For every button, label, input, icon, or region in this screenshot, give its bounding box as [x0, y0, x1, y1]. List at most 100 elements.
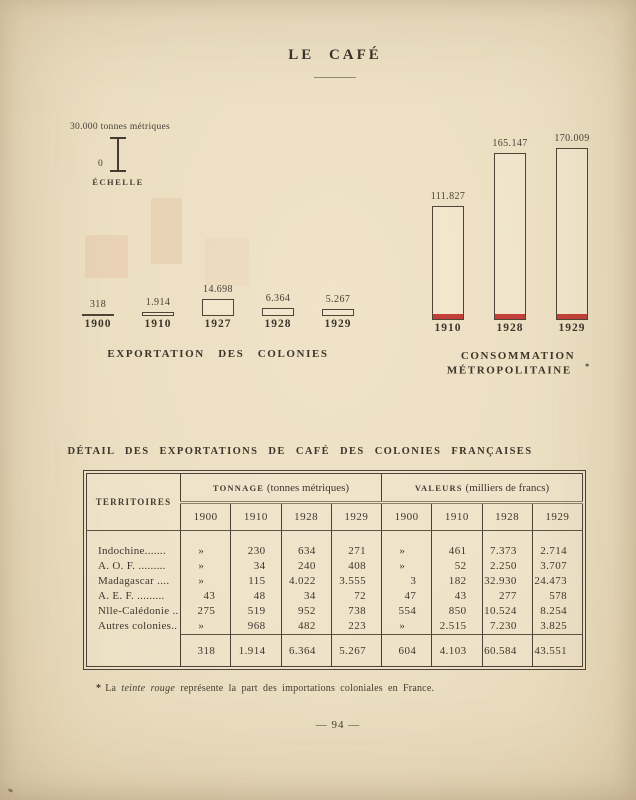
value-cell: 2.714	[531, 530, 583, 559]
bar-value-label: 5.267	[325, 293, 351, 305]
bar	[262, 307, 294, 316]
scale-zero-label: 0	[98, 159, 103, 169]
footnote-marker: *	[96, 683, 102, 694]
scale-caption: ÉCHELLE	[92, 177, 144, 187]
value-cell: 7.373	[481, 530, 533, 559]
value-cell: 4.103	[431, 634, 482, 667]
territory-cell: Indochine.......	[98, 545, 167, 557]
value-cell: 271	[330, 530, 382, 559]
value-cell: »	[179, 530, 231, 559]
territory-cell: Nlle-Calédonie ..	[98, 605, 179, 617]
group-label-unit: (milliers de francs)	[465, 481, 550, 494]
value-cell: 318	[179, 634, 231, 667]
value-cell: 3.825	[531, 619, 583, 635]
bar-group-1910: 111.827 1910	[417, 133, 479, 336]
value-cell: »	[179, 619, 231, 635]
year-header: 1928	[280, 502, 332, 531]
value-cell: 3	[380, 574, 432, 589]
bar-value-label: 14.698	[203, 284, 233, 296]
scale-ibeam-bottom-cap	[110, 170, 126, 172]
table-row: Autres colonies..» 968 482 223» 2.515 7.230 3.…	[87, 619, 583, 635]
footnote-text-italic: teinte rouge	[121, 683, 176, 694]
footnote: * La teinte rouge représente la part des …	[96, 683, 526, 694]
value-cell: 554	[380, 604, 432, 619]
column-group-valeurs: VALEURS (milliers de francs)	[381, 473, 583, 504]
value-cell: 34	[230, 559, 281, 574]
bleedthrough-mark	[151, 198, 182, 264]
value-cell: 1.914	[230, 634, 281, 667]
bar-year-label: 1928	[496, 322, 524, 334]
territory-cell: Autres colonies..	[98, 620, 178, 633]
red-band	[495, 314, 525, 319]
value-cell: 47	[380, 589, 432, 604]
value-cell: 952	[280, 604, 332, 619]
bar	[432, 206, 464, 320]
bar-value-label: 111.827	[430, 191, 466, 203]
chart-caption-text: CONSOMMATION MÉTROPOLITAINE	[446, 350, 576, 377]
table-total-row: 318 1.914 6.364 5.267 604 4.103 60.584 43.551	[87, 634, 583, 667]
red-band	[557, 314, 587, 319]
territory-cell	[87, 635, 181, 667]
year-header: 1929	[330, 502, 382, 531]
bar	[82, 313, 114, 316]
value-cell: 408	[330, 559, 382, 574]
table-title: DÉTAIL DES EXPORTATIONS DE CAFÉ DES COLO…	[67, 446, 533, 457]
value-cell: 48	[230, 589, 281, 604]
value-cell: 2.250	[481, 559, 533, 574]
bar-year-label: 1910	[434, 322, 462, 334]
chart-caption-consommation: CONSOMMATION MÉTROPOLITAINE *	[418, 350, 618, 377]
value-cell: 275	[179, 604, 231, 619]
bar-group-1927: 14.698 1927	[188, 258, 248, 332]
bar	[142, 312, 174, 316]
page-number: — 94 —	[315, 719, 361, 731]
column-header-territoires: TERRITOIRES	[86, 473, 181, 531]
value-cell: 578	[531, 589, 583, 604]
value-cell: 277	[481, 589, 533, 604]
value-cell: 10.524	[481, 604, 533, 619]
bar-value-label: 165.147	[492, 137, 528, 149]
red-band	[433, 314, 463, 319]
value-cell: »	[179, 559, 231, 574]
year-header: 1910	[431, 502, 482, 531]
year-header: 1900	[380, 502, 432, 531]
group-label-unit: (tonnes métriques)	[266, 481, 350, 494]
value-cell: 968	[230, 619, 281, 635]
exports-detail-table: TERRITOIRES TONNAGE (tonnes métriques) V…	[86, 473, 583, 667]
value-cell: 115	[230, 574, 281, 589]
bar-value-label: 1.914	[145, 297, 171, 309]
value-cell: 519	[230, 604, 281, 619]
value-cell: 7.230	[481, 619, 533, 635]
value-cell: 6.364	[280, 634, 332, 667]
year-header: 1928	[481, 502, 533, 531]
bar-group-1910: 1.914 1910	[128, 258, 188, 332]
bar-value-label: 318	[89, 298, 107, 310]
bar	[494, 152, 526, 320]
page-title: LE CAFÉ	[288, 47, 382, 63]
data-table-frame: TERRITOIRES TONNAGE (tonnes métriques) V…	[83, 470, 586, 670]
value-cell: 3.707	[531, 559, 583, 574]
bar-value-label: 6.364	[265, 292, 291, 304]
value-cell: »	[179, 574, 231, 589]
value-cell: »	[380, 530, 432, 559]
bleedthrough-mark	[205, 238, 249, 286]
bar-year-label: 1927	[204, 318, 232, 330]
year-header: 1910	[230, 502, 281, 531]
value-cell: 461	[431, 530, 482, 559]
value-cell: 43	[179, 589, 231, 604]
value-cell: 223	[330, 619, 382, 635]
footnote-text-pre: La	[105, 683, 122, 694]
value-cell: 482	[280, 619, 332, 635]
chart-caption-exportation: EXPORTATION DES COLONIES	[107, 348, 329, 360]
territory-cell: Madagascar ....	[98, 575, 170, 587]
value-cell: 43	[431, 589, 482, 604]
value-cell: 2.515	[431, 619, 482, 635]
scale-ibeam-top-cap	[110, 137, 126, 139]
year-header: 1900	[179, 502, 231, 531]
value-cell: »	[380, 619, 432, 635]
bar	[556, 148, 588, 320]
bleedthrough-mark	[85, 235, 128, 278]
table-row: Nlle-Calédonie .. 275 519 952 738 554 850 10.52…	[87, 604, 583, 619]
value-cell: 60.584	[481, 634, 533, 667]
value-cell: 850	[431, 604, 482, 619]
